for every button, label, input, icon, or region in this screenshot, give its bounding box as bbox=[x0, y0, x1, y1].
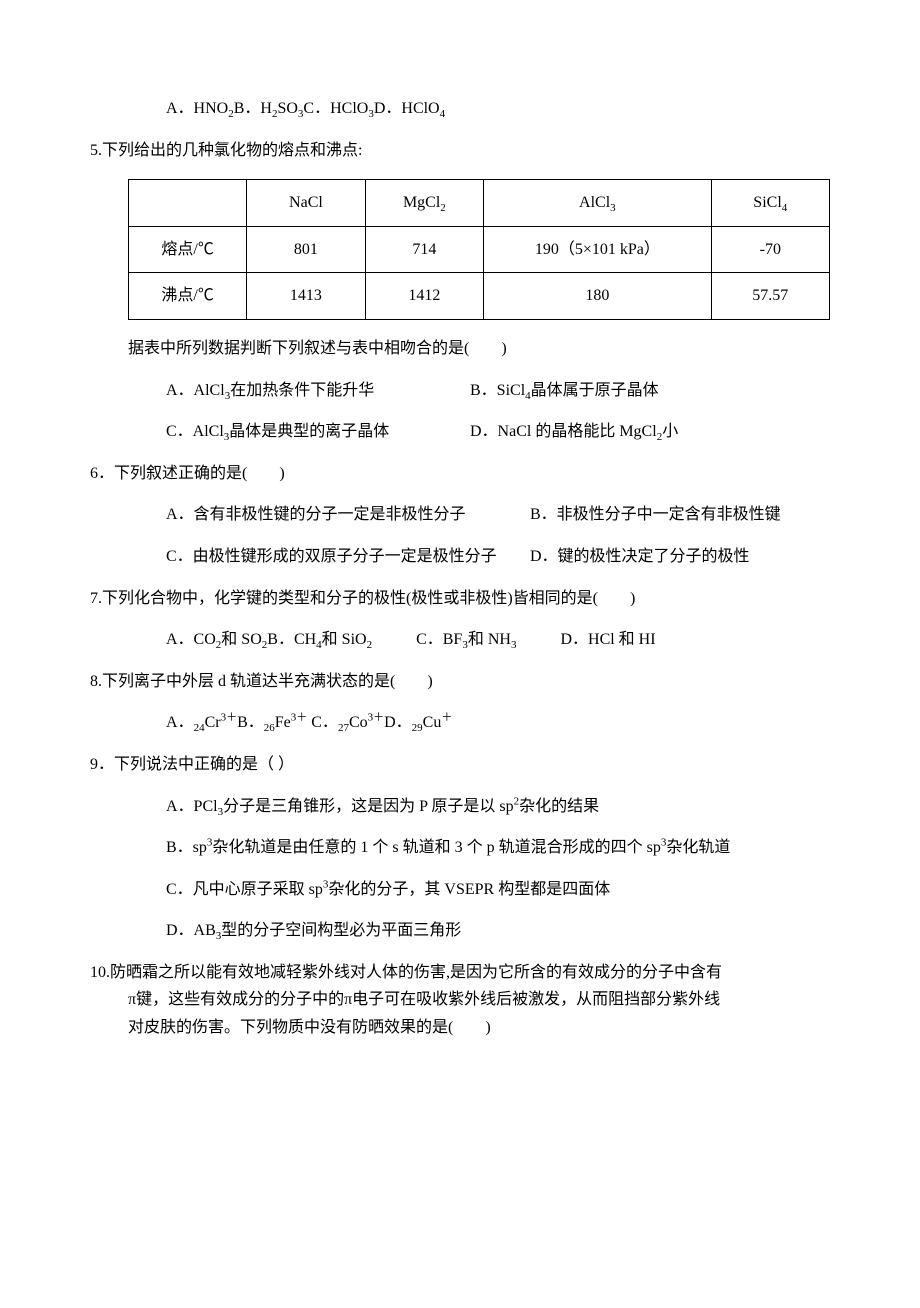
q7-opt-d: D．HCl 和 HI bbox=[560, 631, 655, 648]
cell: 1412 bbox=[365, 273, 483, 320]
q5-opt-d: D．NaCl 的晶格能比 MgCl2小 bbox=[470, 423, 678, 440]
cell: 714 bbox=[365, 226, 483, 273]
q6-opt-c: C．由极性键形成的双原子分子一定是极性分子 bbox=[166, 544, 526, 570]
q7-stem: 7.下列化合物中，化学键的类型和分子的极性(极性或非极性)皆相同的是( ) bbox=[90, 586, 830, 612]
q6-opts-row2: C．由极性键形成的双原子分子一定是极性分子 D．键的极性决定了分子的极性 bbox=[90, 544, 830, 570]
th-nacl: NaCl bbox=[247, 180, 365, 227]
cell: 57.57 bbox=[711, 273, 829, 320]
cell: 熔点/℃ bbox=[129, 226, 247, 273]
cell: 1413 bbox=[247, 273, 365, 320]
th-mgcl2: MgCl2 bbox=[365, 180, 483, 227]
q7-opt-c: C．BF3和 NH3 bbox=[416, 631, 516, 648]
q4-opt-c: C．HClO3 bbox=[303, 100, 373, 117]
q4-opt-a: A．HNO2 bbox=[166, 100, 234, 117]
q6-opt-b: B．非极性分子中一定含有非极性键 bbox=[530, 506, 781, 523]
cell: 180 bbox=[484, 273, 711, 320]
th-alcl3: AlCl3 bbox=[484, 180, 711, 227]
q8-opts: A．24Cr3＋B．26Fe3＋ C．27Co3＋D．29Cu＋ bbox=[90, 710, 830, 736]
q4-options: A．HNO2B．H2SO3C．HClO3D．HClO4 bbox=[90, 96, 830, 122]
q8-opt-c: C．27Co3＋ bbox=[311, 714, 384, 731]
q5-judge: 据表中所列数据判断下列叙述与表中相吻合的是( ) bbox=[90, 336, 830, 362]
q10-stem-line3: 对皮肤的伤害。下列物质中没有防晒效果的是( ) bbox=[90, 1015, 830, 1041]
q5-opts-row1: A．AlCl3在加热条件下能升华 B．SiCl4晶体属于原子晶体 bbox=[90, 378, 830, 404]
q4-opt-b: B．H2SO3 bbox=[234, 100, 304, 117]
q10-stem-line2: π键，这些有效成分的分子中的π电子可在吸收紫外线后被激发，从而阻挡部分紫外线 bbox=[90, 987, 830, 1013]
q5-opt-b: B．SiCl4晶体属于原子晶体 bbox=[470, 382, 659, 399]
q9-opt-d: D．AB3型的分子空间构型必为平面三角形 bbox=[90, 918, 830, 944]
q9-opt-c: C．凡中心原子采取 sp3杂化的分子，其 VSEPR 构型都是四面体 bbox=[90, 877, 830, 903]
q5-opts-row2: C．AlCl3晶体是典型的离子晶体 D．NaCl 的晶格能比 MgCl2小 bbox=[90, 419, 830, 445]
q6-opts-row1: A．含有非极性键的分子一定是非极性分子 B．非极性分子中一定含有非极性键 bbox=[90, 502, 830, 528]
cell: 沸点/℃ bbox=[129, 273, 247, 320]
q5-opt-a: A．AlCl3在加热条件下能升华 bbox=[166, 378, 466, 404]
q6-opt-a: A．含有非极性键的分子一定是非极性分子 bbox=[166, 502, 526, 528]
q7-opts: A．CO2和 SO2B．CH4和 SiO2 C．BF3和 NH3 D．HCl 和… bbox=[90, 627, 830, 653]
q10-stem-line1: 10.防晒霜之所以能有效地减轻紫外线对人体的伤害,是因为它所含的有效成分的分子中… bbox=[90, 960, 830, 986]
q8-stem: 8.下列离子中外层 d 轨道达半充满状态的是( ) bbox=[90, 669, 830, 695]
q8-opt-b: B．26Fe3＋ bbox=[237, 714, 307, 731]
q7-opt-b: B．CH4和 SiO2 bbox=[267, 631, 372, 648]
cell: -70 bbox=[711, 226, 829, 273]
table-row: 沸点/℃ 1413 1412 180 57.57 bbox=[129, 273, 830, 320]
q5-opt-c: C．AlCl3晶体是典型的离子晶体 bbox=[166, 419, 466, 445]
cell: 801 bbox=[247, 226, 365, 273]
th-sicl4: SiCl4 bbox=[711, 180, 829, 227]
q9-stem: 9．下列说法中正确的是（ ） bbox=[90, 752, 830, 778]
q9-opt-a: A．PCl3分子是三角锥形，这是因为 P 原子是以 sp2杂化的结果 bbox=[90, 794, 830, 820]
q4-opt-d: D．HClO4 bbox=[374, 100, 445, 117]
q8-opt-d: D．29Cu＋ bbox=[384, 714, 452, 731]
table-row: 熔点/℃ 801 714 190（5×101 kPa） -70 bbox=[129, 226, 830, 273]
q8-opt-a: A．24Cr3＋ bbox=[166, 714, 237, 731]
q6-opt-d: D．键的极性决定了分子的极性 bbox=[530, 548, 750, 565]
q7-opt-a: A．CO2和 SO2 bbox=[166, 631, 267, 648]
q9-opt-b: B．sp3杂化轨道是由任意的 1 个 s 轨道和 3 个 p 轨道混合形成的四个… bbox=[90, 835, 830, 861]
table-header-row: NaCl MgCl2 AlCl3 SiCl4 bbox=[129, 180, 830, 227]
q6-stem: 6．下列叙述正确的是( ) bbox=[90, 461, 830, 487]
q5-stem: 5.下列给出的几种氯化物的熔点和沸点: bbox=[90, 138, 830, 164]
th-blank bbox=[129, 180, 247, 227]
q5-table: NaCl MgCl2 AlCl3 SiCl4 熔点/℃ 801 714 190（… bbox=[128, 179, 830, 320]
cell: 190（5×101 kPa） bbox=[484, 226, 711, 273]
